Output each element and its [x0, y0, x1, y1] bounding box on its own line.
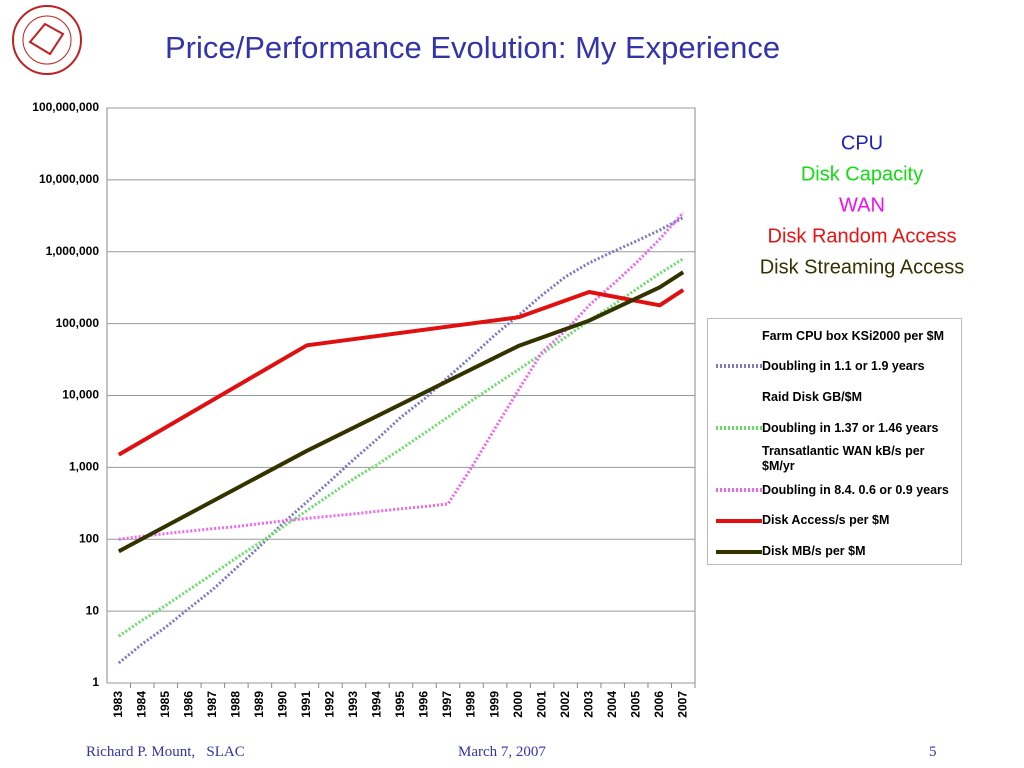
legend-marker [716, 426, 762, 430]
series-line [117, 216, 684, 665]
y-tick-label: 10,000,000 [39, 172, 99, 186]
x-tick-label: 1998 [464, 691, 478, 718]
legend-entry: Transatlantic WAN kB/s per $M/yr [712, 443, 961, 475]
legend-marker [716, 488, 762, 492]
y-tick-label: 100 [79, 531, 99, 545]
annotation: WAN [839, 194, 885, 216]
legend-entry: Doubling in 8.4. 0.6 or 0.9 years [712, 475, 961, 505]
x-tick-label: 2002 [558, 691, 572, 718]
x-tick-label: 1987 [205, 691, 219, 718]
x-tick-label: 2005 [628, 691, 642, 718]
legend-marker [716, 549, 762, 554]
series-line [117, 257, 684, 638]
page-number: 5 [929, 744, 937, 760]
x-tick-label: 1992 [323, 691, 337, 718]
y-tick-label: 10 [86, 603, 100, 617]
legend-marker [712, 454, 762, 464]
legend-entry: Raid Disk GB/$M [712, 381, 961, 413]
y-tick-label: 1,000 [69, 460, 99, 474]
x-tick-label: 2001 [534, 691, 548, 718]
chart: 1 10 100 1,000 10,000 100,000 1,000,000 10,000,… [32, 100, 965, 718]
x-tick-label: 2003 [581, 691, 595, 718]
legend-marker [716, 518, 762, 523]
x-tick-label: 1990 [276, 691, 290, 718]
logo [12, 5, 82, 75]
x-tick-label: 1996 [417, 691, 431, 718]
annotation: Disk Random Access [768, 225, 957, 247]
legend-label: Raid Disk GB/$M [762, 389, 863, 404]
footer-date: March 7, 2007 [458, 744, 546, 760]
legend-label: Disk MB/s per $M [762, 544, 866, 558]
legend: Farm CPU box KSi2000 per $M Doubling in 1… [707, 318, 962, 565]
legend-label: Disk Access/s per $M [762, 513, 890, 527]
legend-label: Transatlantic WAN kB/s per $M/yr [762, 444, 925, 473]
y-tick-label: 1,000,000 [46, 244, 100, 258]
legend-marker [716, 364, 762, 368]
series-line [118, 211, 685, 541]
slide-title: Price/Performance Evolution: My Experien… [165, 30, 781, 65]
x-tick-label: 1984 [134, 691, 148, 718]
series-line [117, 288, 685, 457]
x-tick-label: 2000 [511, 691, 525, 718]
x-tick-label: 1988 [229, 691, 243, 718]
legend-entry: Doubling in 1.37 or 1.46 years [712, 413, 961, 443]
y-tick-label: 1 [92, 675, 99, 689]
y-tick-label: 10,000 [62, 388, 99, 402]
legend-marker [712, 331, 762, 341]
x-tick-label: 1995 [393, 691, 407, 718]
x-tick-label: 1985 [158, 691, 172, 718]
series-line [117, 270, 685, 554]
x-tick-label: 1997 [440, 691, 454, 718]
legend-entry: Disk Access/s per $M [712, 505, 961, 536]
x-tick-label: 1994 [370, 691, 384, 718]
legend-marker [712, 392, 762, 402]
annotation: Disk Capacity [801, 163, 923, 185]
legend-entry: Disk MB/s per $M [712, 536, 961, 567]
legend-label: Doubling in 1.37 or 1.46 years [762, 420, 939, 435]
y-tick-label: 100,000,000 [32, 100, 99, 114]
x-tick-label: 1991 [299, 691, 313, 718]
x-tick-label: 1993 [346, 691, 360, 718]
legend-entry: Doubling in 1.1 or 1.9 years [712, 351, 961, 381]
footer-author: Richard P. Mount, SLAC [86, 744, 245, 760]
legend-label: Doubling in 1.1 or 1.9 years [762, 358, 925, 373]
y-tick-label: 100,000 [56, 316, 100, 330]
annotation: CPU [841, 132, 883, 154]
legend-label: Farm CPU box KSi2000 per $M [762, 328, 945, 343]
x-tick-label: 2007 [675, 691, 689, 718]
x-tick-label: 2006 [652, 691, 666, 718]
legend-entry: Farm CPU box KSi2000 per $M [712, 321, 961, 351]
x-tick-label: 2004 [605, 691, 619, 718]
x-tick-label: 1986 [181, 691, 195, 718]
x-tick-label: 1983 [111, 691, 125, 718]
legend-label: Doubling in 8.4. 0.6 or 0.9 years [762, 482, 949, 497]
annotation: Disk Streaming Access [760, 256, 965, 278]
x-tick-label: 1989 [252, 691, 266, 718]
x-tick-label: 1999 [487, 691, 501, 718]
